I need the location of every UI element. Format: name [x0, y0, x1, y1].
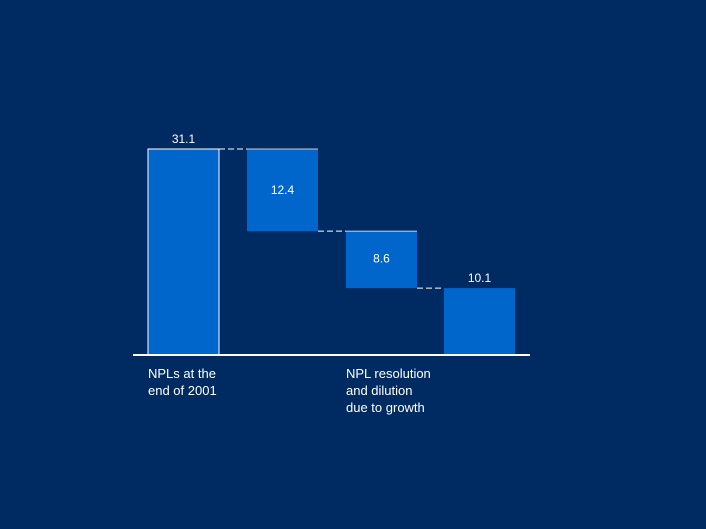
bar-start — [147, 148, 220, 356]
bar-decrease-1 — [246, 148, 319, 232]
data-label-decrease-1: 12.4 — [271, 183, 295, 197]
data-label-start: 31.1 — [172, 132, 196, 146]
data-labels-group: 31.1 12.4 8.6 10.1 — [172, 132, 492, 285]
connector-lines — [219, 148, 444, 289]
bar-decrease-2 — [345, 230, 418, 289]
bar-end — [444, 288, 515, 355]
bars-group — [147, 148, 515, 356]
category-label-npl-resolution: NPL resolution and dilution due to growt… — [346, 366, 431, 415]
data-label-end: 10.1 — [468, 271, 492, 285]
category-label-npls-2001: NPLs at the end of 2001 — [148, 366, 217, 398]
data-label-decrease-2: 8.6 — [373, 251, 390, 265]
